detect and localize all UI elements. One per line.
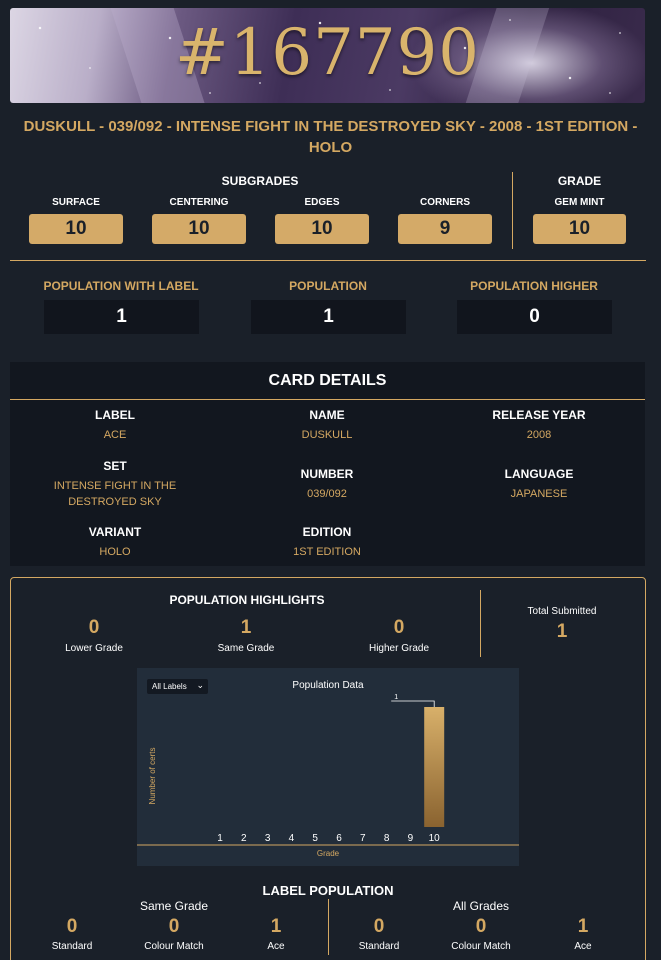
grade-value: 10	[533, 214, 626, 244]
subgrade-value-edges: 10	[275, 214, 369, 244]
subgrade-value-corners: 9	[398, 214, 492, 244]
population-with-label-title: POPULATION WITH LABEL	[43, 279, 199, 293]
lower-grade-value: 0	[88, 617, 100, 638]
detail-key: LANGUAGE	[504, 467, 574, 481]
detail-label: LABEL ACE	[10, 408, 220, 443]
detail-value: ACE	[103, 429, 127, 441]
population-highlights-heading: POPULATION HIGHLIGHTS	[169, 593, 325, 607]
same-grade-group-title: Same Grade	[139, 899, 209, 913]
subgrade-label-centering: CENTERING	[169, 197, 229, 208]
subgrade-value-centering: 10	[152, 214, 246, 244]
banner-stars	[10, 8, 645, 103]
higher-grade-label: Higher Grade	[368, 643, 430, 654]
same-grade-value: 1	[240, 617, 252, 638]
same-grade-colour-match-value: 0	[168, 916, 180, 937]
bar-data-label: 1	[394, 694, 398, 701]
x-tick-label: 3	[265, 833, 271, 844]
subgrade-label-surface: SURFACE	[52, 197, 100, 208]
detail-release-year: RELEASE YEAR 2008	[434, 408, 644, 443]
detail-key: LABEL	[95, 408, 135, 422]
data-label-leader	[391, 700, 435, 707]
detail-edition: EDITION 1ST EDITION	[222, 525, 432, 560]
same-grade-ace-label: Ace	[267, 941, 285, 952]
x-tick-label: 6	[336, 833, 342, 844]
highlights-divider	[480, 590, 481, 657]
detail-set: SET INTENSE FIGHT IN THE DESTROYED SKY	[10, 459, 220, 510]
label-population-divider	[328, 899, 329, 955]
detail-key: EDITION	[302, 525, 352, 539]
grade-label: GEM MINT	[554, 197, 605, 208]
chart-title: Population Data	[292, 680, 364, 691]
lower-grade-label: Lower Grade	[65, 643, 123, 654]
same-grade-label: Same Grade	[217, 643, 275, 654]
detail-value: 1ST EDITION	[293, 546, 361, 558]
all-grades-standard-label: Standard	[358, 941, 400, 952]
grade-heading: GRADE	[557, 174, 602, 188]
detail-key: VARIANT	[88, 525, 142, 539]
detail-key: RELEASE YEAR	[492, 408, 586, 422]
detail-number: NUMBER 039/092	[222, 467, 432, 502]
detail-key: NAME	[309, 408, 345, 422]
detail-language: LANGUAGE JAPANESE	[434, 467, 644, 502]
population-value: 1	[251, 300, 406, 334]
detail-key: NUMBER	[300, 467, 354, 481]
detail-key: SET	[103, 459, 127, 473]
same-grade-standard-label: Standard	[51, 941, 93, 952]
detail-value: DUSKULL	[301, 429, 353, 441]
population-higher-value: 0	[457, 300, 612, 334]
card-details-panel: CARD DETAILS LABEL ACE NAME DUSKULL RELE…	[10, 362, 645, 566]
x-tick-label: 8	[384, 833, 390, 844]
x-tick-label: 7	[360, 833, 366, 844]
all-grades-ace-label: Ace	[574, 941, 592, 952]
detail-value: 2008	[526, 429, 552, 441]
population-with-label-value: 1	[44, 300, 199, 334]
chart-canvas: Population Data Number of certs Grade 1 2…	[137, 680, 519, 858]
detail-value: 039/092	[307, 488, 347, 500]
subgrades-heading: SUBGRADES	[221, 174, 299, 188]
detail-value: INTENSE FIGHT IN THE DESTROYED SKY	[53, 480, 177, 508]
section-divider	[10, 260, 646, 261]
population-higher-title: POPULATION HIGHER	[470, 279, 598, 293]
chevron-down-icon: ⌄	[196, 680, 204, 690]
x-tick-label: 4	[289, 833, 295, 844]
population-highlights-panel	[10, 577, 646, 960]
all-grades-standard-value: 0	[373, 916, 385, 937]
labels-filter-value: All Labels	[152, 682, 187, 691]
label-population-heading: LABEL POPULATION	[262, 883, 394, 898]
x-tick-label: 10	[429, 833, 441, 844]
detail-name: NAME DUSKULL	[222, 408, 432, 443]
total-submitted-value: 1	[556, 621, 568, 642]
card-title: DUSKULL - 039/092 - INTENSE FIGHT IN THE…	[23, 118, 638, 156]
detail-variant: VARIANT HOLO	[10, 525, 220, 560]
same-grade-colour-match-label: Colour Match	[144, 941, 204, 952]
all-grades-ace-value: 1	[577, 916, 589, 937]
labels-filter-dropdown[interactable]: All Labels ⌄	[147, 679, 208, 694]
all-grades-colour-match-value: 0	[475, 916, 487, 937]
same-grade-ace-value: 1	[270, 916, 282, 937]
subgrade-label-edges: EDGES	[304, 197, 340, 208]
all-grades-group-title: All Grades	[452, 899, 510, 913]
subgrade-label-corners: CORNERS	[419, 197, 470, 208]
card-details-title: CARD DETAILS	[10, 362, 645, 400]
cert-number: #167790	[175, 16, 480, 90]
grade-divider	[512, 172, 513, 249]
subgrade-value-surface: 10	[29, 214, 123, 244]
total-submitted-label: Total Submitted	[527, 606, 597, 617]
higher-grade-value: 0	[393, 617, 405, 638]
header-banner: #167790	[10, 8, 645, 103]
x-tick-label: 1	[217, 833, 223, 844]
detail-value: HOLO	[99, 546, 131, 558]
population-title: POPULATION	[289, 279, 367, 293]
population-chart: All Labels ⌄ Population Data Number of c…	[137, 668, 519, 866]
chart-x-label: Grade	[317, 849, 340, 858]
detail-value: JAPANESE	[510, 488, 568, 500]
all-grades-colour-match-label: Colour Match	[451, 941, 511, 952]
chart-y-label: Number of certs	[148, 748, 157, 805]
same-grade-standard-value: 0	[66, 916, 78, 937]
x-tick-label: 9	[408, 833, 414, 844]
x-tick-label: 5	[312, 833, 318, 844]
x-tick-label: 2	[241, 833, 247, 844]
chart-bar[interactable]	[424, 707, 445, 827]
